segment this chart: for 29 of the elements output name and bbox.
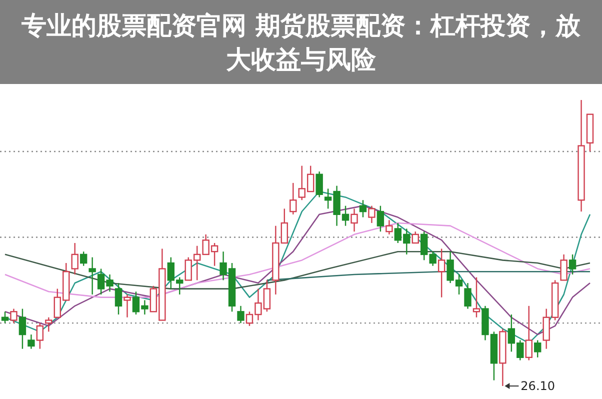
candlestick [525, 305, 532, 361]
candlestick [464, 282, 472, 310]
candlestick [438, 248, 446, 298]
candlestick [350, 208, 358, 232]
candlestick [1, 311, 9, 324]
candlestick [368, 205, 376, 224]
candlestick [412, 230, 419, 244]
candlestick [10, 308, 18, 324]
candlestick [36, 322, 44, 350]
chart-title: 专业的股票配资官网 期货股票配资：杠杆投资，放大收益与风险 [20, 11, 582, 74]
candlestick [316, 170, 323, 198]
candlestick [88, 256, 96, 296]
candlestick [359, 200, 367, 218]
candlestick [45, 316, 52, 332]
candlestick [237, 305, 244, 324]
candlestick [80, 250, 88, 266]
candlestick [18, 308, 26, 350]
candlestick [386, 220, 393, 236]
candlestick [560, 254, 568, 281]
candlestick [290, 182, 297, 215]
candlestick [534, 340, 542, 358]
candlestick [472, 276, 480, 318]
candlestick [114, 282, 122, 316]
candlestick [376, 205, 384, 232]
candlestick [28, 334, 35, 350]
annotation: 26.10 [520, 379, 556, 393]
candlestick [568, 254, 576, 276]
candlestick [124, 294, 131, 318]
candlestick [71, 242, 78, 276]
